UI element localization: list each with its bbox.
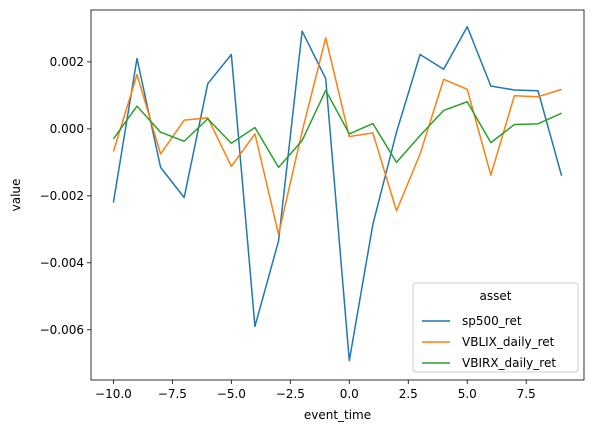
series-line-sp500-ret	[112, 25, 563, 362]
x-tick-label: 0.0	[340, 387, 359, 401]
x-tick-label: −5.0	[217, 387, 246, 401]
x-tick-label: 2.5	[399, 387, 418, 401]
plot-frame	[90, 9, 585, 381]
x-tick-label: −2.5	[276, 387, 305, 401]
x-tick-label: 5.0	[458, 387, 477, 401]
y-tick-label: −0.004	[40, 256, 84, 270]
legend-entry-label: VBLIX_daily_ret	[462, 335, 555, 349]
x-tick-label: −7.5	[158, 387, 187, 401]
y-tick-label: −0.002	[40, 189, 84, 203]
y-axis-ticks: −0.006 −0.004 −0.002 0.000 0.002	[40, 55, 91, 337]
series-line-vblix-daily-ret	[112, 37, 562, 236]
y-axis-label: value	[9, 179, 23, 212]
y-tick-label: 0.002	[50, 55, 84, 69]
x-tick-label: 7.5	[517, 387, 536, 401]
legend-title: asset	[480, 289, 512, 303]
legend: asset sp500_ret VBLIX_daily_ret VBIRX_daily…	[412, 282, 579, 373]
y-tick-label: 0.000	[50, 122, 84, 136]
x-axis-ticks: −10.0 −7.5 −5.0 −2.5 0.0 2.5 5.0 7.5	[95, 380, 536, 401]
plot-area	[90, 9, 585, 381]
legend-box	[412, 282, 579, 373]
x-axis-label: event_time	[304, 408, 371, 422]
y-tick-label: −0.006	[40, 323, 84, 337]
x-tick-label: −10.0	[95, 387, 132, 401]
legend-entry-label: VBIRX_daily_ret	[462, 356, 556, 370]
series-line-vbirx-daily-ret	[112, 89, 562, 169]
series-lines	[112, 25, 563, 362]
legend-entry-label: sp500_ret	[462, 314, 522, 328]
